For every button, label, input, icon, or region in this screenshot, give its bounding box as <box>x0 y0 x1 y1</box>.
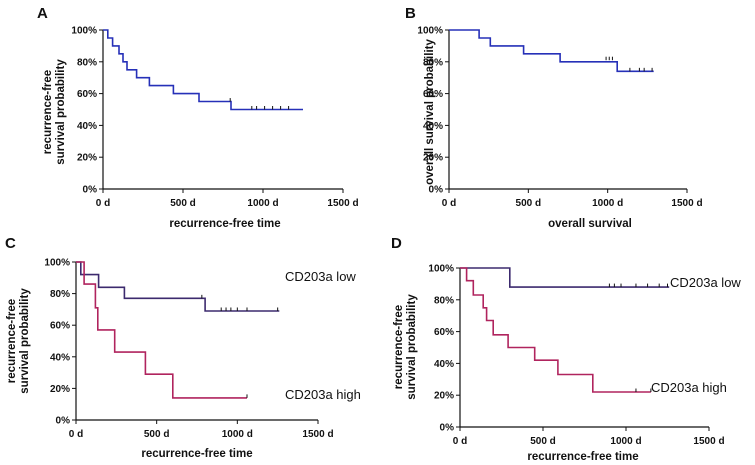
y-axis-label-line-2: survival probability <box>406 294 418 400</box>
y-axis-label-line-1: recurrence-free <box>6 299 18 383</box>
y-axis-label-line-1: recurrence-free <box>42 70 54 154</box>
panel-c-y-axis-label: recurrence-free survival probability <box>6 288 31 394</box>
panel-d: D recurrence-free survival probability r… <box>391 235 741 463</box>
y-tick-label: 20% <box>434 391 454 402</box>
panel-d-plot-area <box>456 267 710 431</box>
panel-c-y-tick-labels: 0% 20% 40% 60% 80% 100% <box>44 258 70 427</box>
panel-d-y-tick-labels: 0% 20% 40% 60% 80% 100% <box>428 264 454 434</box>
y-tick-label: 20% <box>423 153 443 164</box>
panel-d-y-axis-label: recurrence-free survival probability <box>393 294 418 400</box>
y-tick-label: 20% <box>77 153 97 164</box>
y-tick-label: 100% <box>71 26 97 37</box>
y-tick-label: 40% <box>77 121 97 132</box>
survival-curve-cd203a-low <box>76 261 280 312</box>
y-tick-label: 40% <box>50 352 70 363</box>
x-tick-label: 1000 d <box>592 198 623 209</box>
panel-d-letter: D <box>391 235 402 252</box>
y-tick-label: 100% <box>428 264 454 275</box>
panel-a-plot-area <box>99 29 344 193</box>
panel-c-label-cd203a-high: CD203a high <box>285 387 361 402</box>
panel-a-y-tick-labels: 0% 20% 40% 60% 80% 100% <box>71 26 97 196</box>
panel-a-y-axis-label: recurrence-free survival probability <box>42 59 67 165</box>
x-tick-label: 500 d <box>516 198 542 209</box>
x-tick-label: 1500 d <box>302 429 333 440</box>
survival-curve-cd203a-high <box>460 267 651 393</box>
panel-c-letter: C <box>5 235 16 252</box>
panel-c-plot-area <box>72 261 319 424</box>
panel-b: B overall survival probability overall s… <box>405 5 703 230</box>
panel-c-x-tick-labels: 0 d 500 d 1000 d 1500 d <box>69 429 334 440</box>
y-tick-label: 0% <box>56 416 71 427</box>
panel-d-x-axis-label: recurrence-free time <box>527 451 638 463</box>
x-tick-label: 1000 d <box>610 436 641 447</box>
y-axis-label-line-2: survival probability <box>19 288 31 394</box>
y-axis-label-line-1: overall survival probability <box>424 39 436 185</box>
x-tick-label: 0 d <box>96 198 110 209</box>
x-tick-label: 1000 d <box>222 429 253 440</box>
panel-d-label-cd203a-low: CD203a low <box>670 275 741 290</box>
y-tick-label: 0% <box>83 185 98 196</box>
survival-curve-cd203a-high <box>76 261 247 399</box>
panel-b-letter: B <box>405 5 416 22</box>
survival-curve-cd203a-low <box>460 267 670 288</box>
panel-a-x-axis-label: recurrence-free time <box>169 218 280 230</box>
y-tick-label: 20% <box>50 384 70 395</box>
x-tick-label: 1500 d <box>327 198 358 209</box>
y-tick-label: 60% <box>434 327 454 338</box>
panel-c-label-cd203a-low: CD203a low <box>285 269 356 284</box>
panel-b-plot-area <box>445 29 688 193</box>
panel-a-x-tick-labels: 0 d 500 d 1000 d 1500 d <box>96 198 359 209</box>
y-tick-label: 100% <box>417 26 443 37</box>
y-tick-label: 80% <box>77 57 97 68</box>
panel-a-letter: A <box>37 5 48 22</box>
panel-d-label-cd203a-high: CD203a high <box>651 380 727 395</box>
panel-b-y-axis-label: overall survival probability <box>424 39 436 185</box>
x-tick-label: 1500 d <box>671 198 702 209</box>
x-tick-label: 500 d <box>144 429 170 440</box>
panel-c-x-axis-label: recurrence-free time <box>141 448 252 460</box>
y-tick-label: 80% <box>50 289 70 300</box>
y-tick-label: 80% <box>434 295 454 306</box>
panel-b-y-tick-labels: 0% 20% 40% 60% 80% 100% <box>417 26 443 196</box>
y-tick-label: 60% <box>77 89 97 100</box>
survival-curve-all-patients <box>103 29 303 111</box>
y-axis-label-line-2: survival probability <box>55 59 67 165</box>
x-tick-label: 1000 d <box>247 198 278 209</box>
panel-b-x-axis-label: overall survival <box>548 218 632 230</box>
x-tick-label: 0 d <box>442 198 456 209</box>
x-tick-label: 500 d <box>530 436 556 447</box>
x-tick-label: 0 d <box>69 429 83 440</box>
survival-curve-all-patients <box>449 29 654 73</box>
y-axis-label-line-1: recurrence-free <box>393 305 405 389</box>
panel-d-x-tick-labels: 0 d 500 d 1000 d 1500 d <box>453 436 725 447</box>
y-tick-label: 100% <box>44 258 70 269</box>
y-tick-label: 0% <box>440 423 455 434</box>
y-tick-label: 60% <box>50 321 70 332</box>
x-tick-label: 0 d <box>453 436 467 447</box>
panel-a: A recurrence-free survival probability r… <box>37 5 359 230</box>
x-tick-label: 500 d <box>170 198 196 209</box>
panel-c: C recurrence-free survival probability r… <box>5 235 361 460</box>
y-tick-label: 60% <box>423 89 443 100</box>
x-tick-label: 1500 d <box>693 436 724 447</box>
y-tick-label: 40% <box>423 121 443 132</box>
y-tick-label: 0% <box>429 185 444 196</box>
y-tick-label: 80% <box>423 57 443 68</box>
panel-b-x-tick-labels: 0 d 500 d 1000 d 1500 d <box>442 198 703 209</box>
y-tick-label: 40% <box>434 359 454 370</box>
